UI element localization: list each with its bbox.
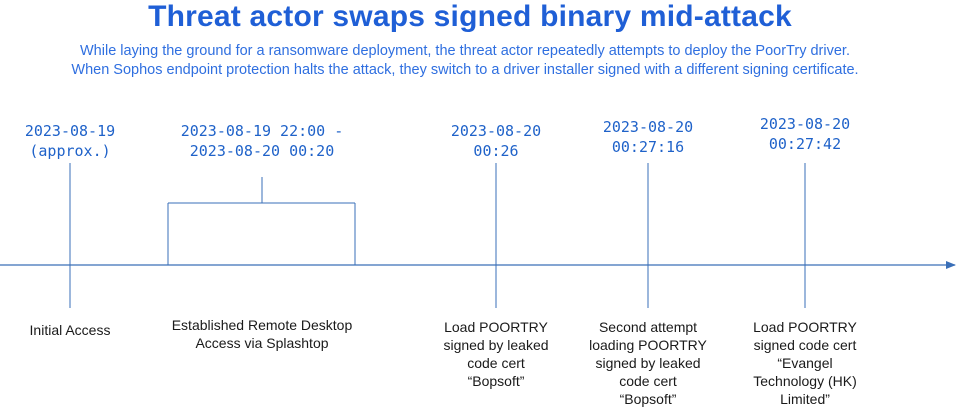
milestone-event: Load POORTRY signed code cert “Evangel T…	[753, 319, 857, 407]
milestone-event: Established Remote Desktop Access via Sp…	[171, 317, 353, 351]
page-title: Threat actor swaps signed binary mid-att…	[148, 0, 792, 33]
milestone-date: 2023-08-20 00:26	[450, 122, 542, 160]
milestone-date: 2023-08-20 00:27:42	[759, 115, 851, 153]
bracket-remote-desktop	[167, 177, 356, 265]
milestone-date: 2023-08-19 (approx.)	[24, 122, 116, 160]
milestone-event: Second attempt loading POORTRY signed by…	[589, 319, 707, 407]
milestone-event: Initial Access	[29, 322, 111, 338]
milestone-event: Load POORTRY signed by leaked code cert …	[443, 319, 549, 389]
page-subtitle: While laying the ground for a ransomware…	[71, 43, 859, 78]
milestone-date: 2023-08-20 00:27:16	[602, 118, 694, 156]
milestone-date: 2023-08-19 22:00 - 2023-08-20 00:20	[180, 122, 344, 160]
